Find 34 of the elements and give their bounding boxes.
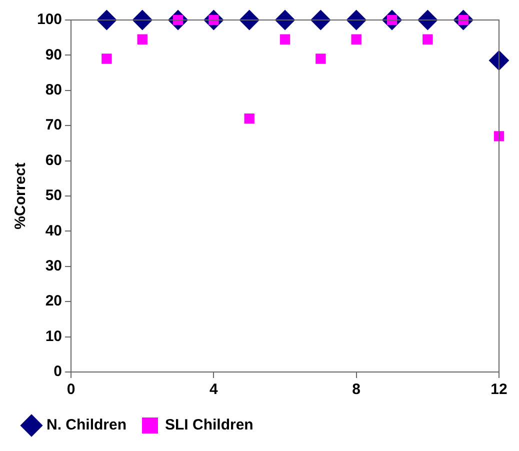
- point: [310, 10, 331, 30]
- legend-label: N. Children: [46, 416, 127, 434]
- y-tick-label: 70: [45, 116, 62, 134]
- point: [346, 10, 366, 30]
- point: [280, 34, 290, 44]
- y-tick-label: 100: [36, 11, 62, 28]
- point: [316, 54, 326, 64]
- x-tick-label: 12: [490, 381, 508, 398]
- y-tick-label: 50: [45, 187, 62, 204]
- y-tick-label: 90: [45, 46, 62, 64]
- point: [275, 10, 296, 30]
- point: [137, 34, 148, 44]
- point: [96, 10, 117, 30]
- y-tick-label: 80: [45, 82, 62, 99]
- x-tick-label: 8: [352, 381, 361, 398]
- point: [422, 34, 433, 44]
- y-tick-label: 60: [45, 152, 62, 169]
- y-axis-title: %Correct: [12, 162, 30, 230]
- y-tick-label: 0: [54, 363, 62, 380]
- point: [489, 50, 509, 70]
- y-tick-label: 10: [45, 328, 62, 345]
- point: [494, 131, 504, 142]
- y-tick-label: 20: [45, 292, 62, 310]
- point: [244, 113, 254, 124]
- point: [239, 10, 260, 30]
- point: [351, 34, 362, 44]
- point: [102, 54, 112, 64]
- x-tick-label: 4: [210, 381, 219, 398]
- legend-label: SLI Children: [165, 416, 254, 434]
- x-tick-label: 0: [66, 381, 76, 398]
- point: [132, 10, 152, 30]
- y-tick-label: 40: [45, 222, 62, 240]
- y-tick-label: 30: [45, 258, 62, 275]
- point: [418, 10, 438, 30]
